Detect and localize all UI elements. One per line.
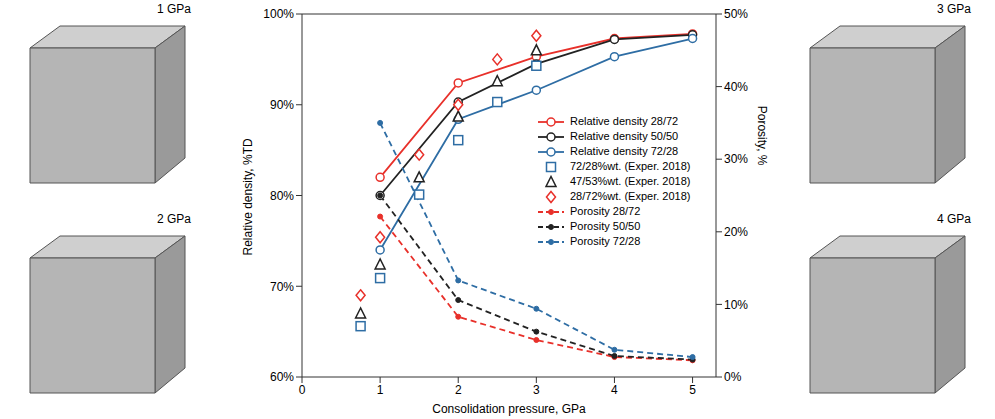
svg-text:10%: 10% [724, 298, 748, 312]
svg-text:3: 3 [533, 383, 540, 397]
svg-text:50%: 50% [724, 7, 748, 21]
svg-text:90%: 90% [270, 98, 294, 112]
svg-text:60%: 60% [270, 370, 294, 384]
svg-text:5: 5 [689, 383, 696, 397]
svg-text:0: 0 [299, 383, 306, 397]
svg-text:2: 2 [455, 383, 462, 397]
svg-text:4: 4 [611, 383, 618, 397]
html-text:72/28%wt. (Exper. 2018): 72/28%wt. (Exper. 2018) [570, 160, 691, 172]
html-text:47/53%wt. (Exper. 2018): 47/53%wt. (Exper. 2018) [570, 175, 691, 187]
html-text:2 GPa: 2 GPa [157, 212, 191, 226]
html-text:1 GPa: 1 GPa [157, 2, 191, 16]
html-text:Relative density 50/50: Relative density 50/50 [570, 130, 679, 142]
svg-text:Porosity, %: Porosity, % [755, 106, 769, 166]
html-text:4 GPa: 4 GPa [937, 212, 971, 226]
svg-text:0%: 0% [724, 370, 742, 384]
html-text:Porosity 72/28: Porosity 72/28 [570, 235, 641, 247]
html-text:28/72%wt. (Exper. 2018): 28/72%wt. (Exper. 2018) [570, 190, 691, 202]
svg-text:Consolidation pressure, GPa: Consolidation pressure, GPa [432, 402, 586, 416]
html-text:3 GPa: 3 GPa [937, 2, 971, 16]
svg-text:1: 1 [377, 383, 384, 397]
svg-text:100%: 100% [263, 7, 294, 21]
svg-text:70%: 70% [270, 280, 294, 294]
html-text:Relative density 28/72: Relative density 28/72 [570, 115, 679, 127]
svg-text:Relative density, %TD: Relative density, %TD [241, 138, 255, 255]
svg-text:40%: 40% [724, 80, 748, 94]
svg-text:30%: 30% [724, 152, 748, 166]
svg-text:20%: 20% [724, 225, 748, 239]
svg-text:80%: 80% [270, 189, 294, 203]
html-text:Porosity 50/50: Porosity 50/50 [570, 220, 641, 232]
html-text:Porosity 28/72: Porosity 28/72 [570, 205, 641, 217]
html-text:Relative density 72/28: Relative density 72/28 [570, 145, 679, 157]
